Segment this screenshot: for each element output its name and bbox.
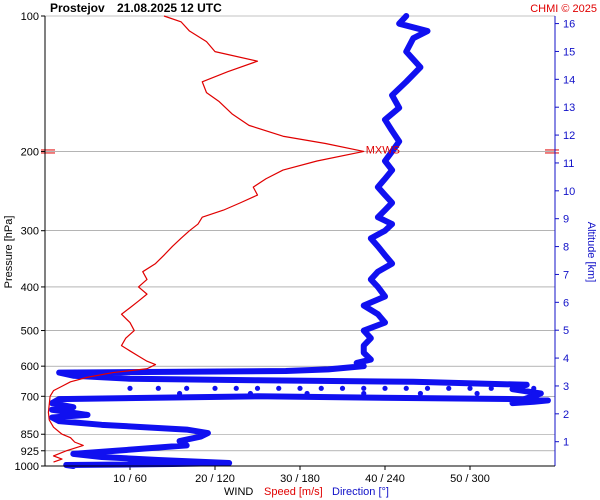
direction-point [509,385,516,391]
direction-point [297,385,303,391]
pressure-tick-label: 500 [21,326,39,338]
direction-point [184,385,190,391]
altitude-tick-label: 11 [563,158,574,170]
direction-point [361,385,367,391]
direction-point [467,385,473,391]
altitude-tick-label: 10 [563,186,575,198]
direction-point [382,385,388,391]
max-wind-label: MXWS [366,144,400,156]
pressure-tick-label: 100 [21,11,39,23]
altitude-tick-label: 4 [563,353,569,365]
direction-point [361,390,367,397]
altitude-tick-label: 15 [563,46,575,58]
altitude-tick-label: 3 [563,381,569,393]
pressure-tick-label: 600 [21,361,39,373]
direction-point [155,385,161,391]
altitude-tick-label: 9 [563,214,569,226]
altitude-tick-label: 5 [563,325,569,337]
direction-point [127,385,133,391]
direction-point [531,385,537,391]
direction-point [176,390,183,397]
pressure-tick-label: 400 [21,282,39,294]
direction-point [247,390,254,397]
altitude-tick-label: 6 [563,297,569,309]
altitude-tick-label: 8 [563,242,569,254]
wind-tick-label: 50 / 300 [450,473,490,485]
direction-point [531,390,537,397]
direction-point [254,385,261,391]
direction-point [304,390,310,397]
direction-point [233,385,239,391]
direction-point [403,385,409,391]
speed-axis-label: Speed [m/s] [264,486,323,498]
direction-point [276,385,282,391]
pressure-tick-label: 700 [21,391,39,403]
altitude-tick-label: 12 [563,130,575,142]
direction-point [474,390,480,397]
pressure-axis: 100 200 300 400 500 600 700 850 925 1000 [15,11,45,473]
wind-tick-label: 30 / 180 [280,473,320,485]
altitude-tick-label: 7 [563,269,569,281]
direction-point [446,385,452,391]
direction-point [424,385,431,391]
direction-axis-label: Direction [°] [332,486,389,498]
altitude-tick-label: 13 [563,102,575,114]
direction-line [49,13,551,469]
pressure-tick-label: 925 [21,446,39,458]
pressure-axis-label: Pressure [hPa] [3,216,15,289]
sounding-datetime: 21.08.2025 12 UTC [117,1,222,15]
pressure-tick-label: 200 [21,146,39,158]
credit-text: CHMI © 2025 [530,3,597,15]
wind-tick-label: 20 / 120 [195,473,235,485]
pressure-tick-label: 1000 [15,461,39,473]
direction-point [417,390,424,397]
direction-point [212,385,218,391]
series-layer [41,13,559,469]
altitude-tick-label: 16 [563,19,575,31]
station-name: Prostejov [50,1,105,15]
wind-tick-label: 10 / 60 [113,473,147,485]
direction-point [339,385,346,391]
speed-line [47,15,365,463]
wind-axis-title: WIND [224,486,253,498]
wind-tick-label: 40 / 240 [365,473,405,485]
direction-point [318,385,324,391]
altitude-tick-label: 1 [563,437,569,449]
altitude-tick-label: 14 [563,74,575,86]
pressure-tick-label: 300 [21,226,39,238]
altitude-axis-label: Altitude [km] [585,222,597,283]
altitude-tick-label: 2 [563,409,569,421]
wind-axis: 10 / 60 20 / 120 30 / 180 40 / 240 50 / 300 [113,466,490,485]
direction-point [488,385,494,391]
pressure-tick-label: 850 [21,429,39,441]
